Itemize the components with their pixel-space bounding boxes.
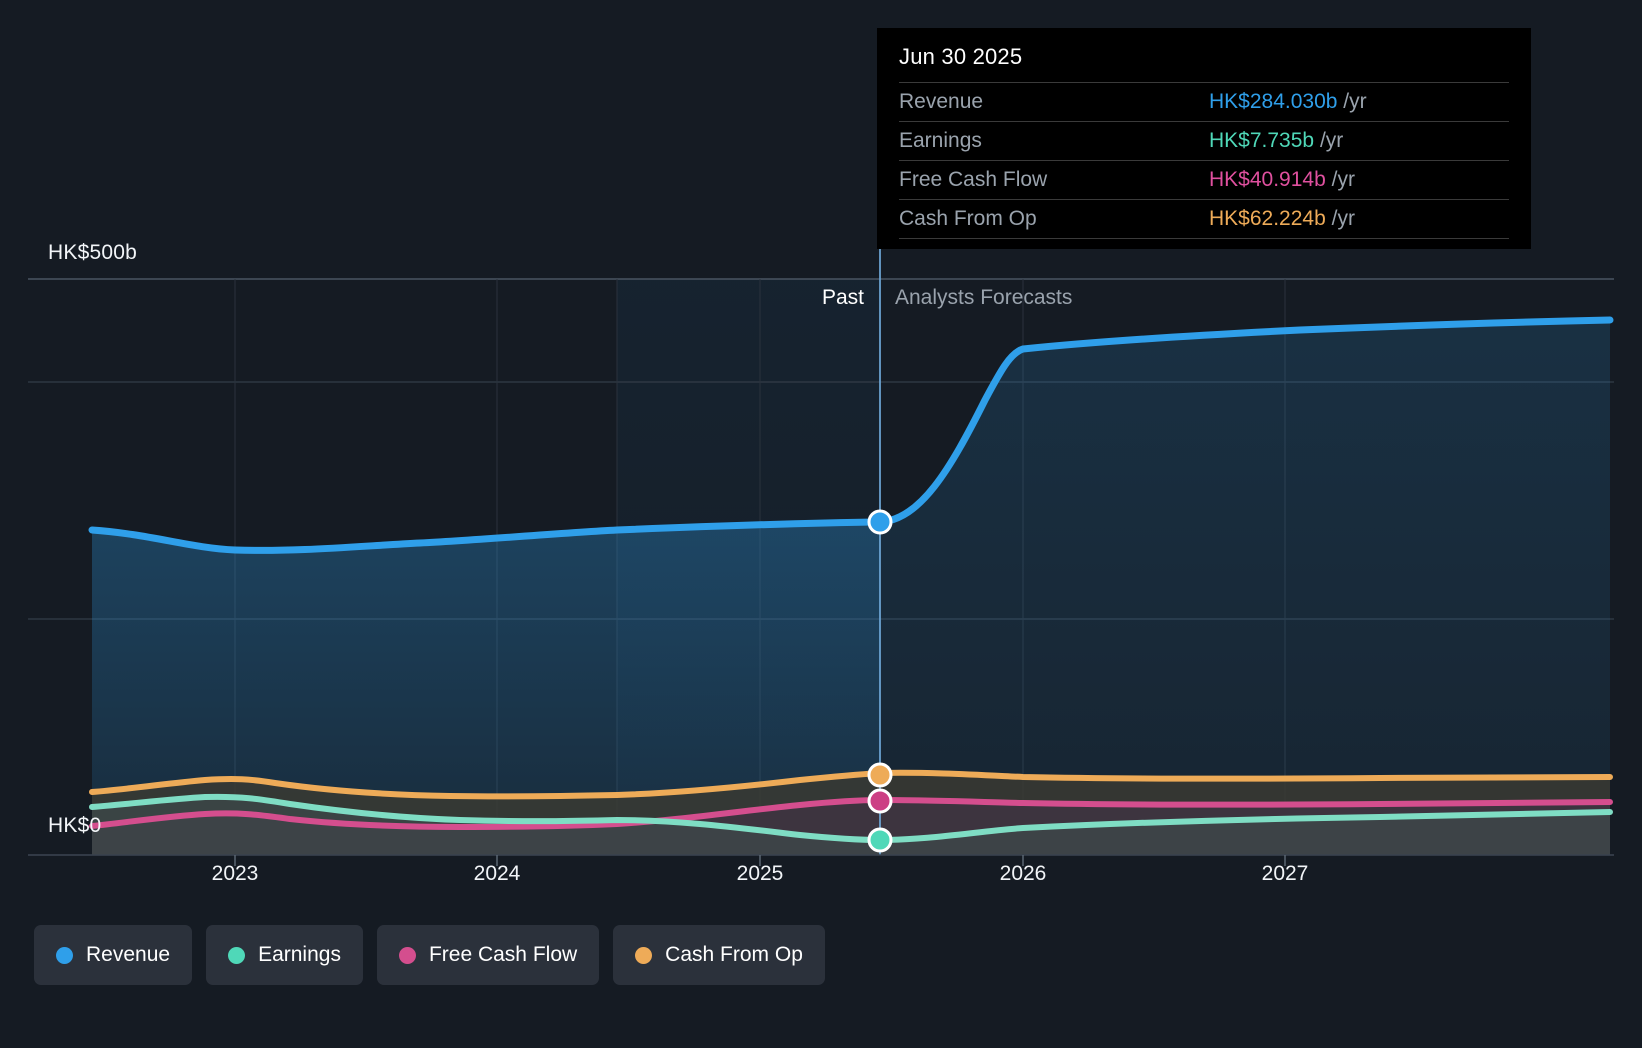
free-cash-flow-color-swatch-icon [398,946,416,964]
tooltip-unit-cash-from-op: /yr [1331,207,1355,230]
tooltip-label-earnings: Earnings [899,129,982,152]
x-axis-label-2025: 2025 [736,862,784,885]
legend-label-revenue: Revenue [86,943,171,966]
chart-legend: Revenue Earnings Free Cash Flow Cash Fro… [34,925,825,985]
legend-label-earnings: Earnings [258,943,341,966]
x-axis-label-2026: 2026 [999,862,1047,885]
past-label: Past [821,286,864,309]
cash-from-op-marker-dot[interactable] [867,762,893,788]
legend-item-earnings[interactable]: Earnings [206,925,363,985]
tooltip-row-revenue: Revenue HK$284.030b /yr [899,82,1509,121]
marker-dots[interactable] [867,509,893,853]
tooltip-unit-earnings: /yr [1319,129,1344,152]
earnings-color-swatch-icon [228,946,246,964]
revenue-color-swatch-icon [56,946,73,964]
tooltip-label-revenue: Revenue [899,90,984,113]
cash-from-op-color-swatch-icon [635,946,653,964]
revenue-area-past [92,522,880,855]
tooltip-date: Jun 30 2025 [899,44,1023,69]
tooltip-unit-free-cash-flow: /yr [1331,168,1355,191]
tooltip-value-free-cash-flow: HK$40.914b [1209,168,1326,191]
free-cash-flow-marker-dot[interactable] [867,788,893,814]
tooltip-row-cash-from-op: Cash From Op HK$62.224b /yr [899,199,1509,239]
legend-item-free-cash-flow[interactable]: Free Cash Flow [376,925,600,985]
tooltip-value-revenue: HK$284.030b [1209,90,1338,113]
legend-item-cash-from-op[interactable]: Cash From Op [613,925,825,985]
revenue-marker-dot[interactable] [867,509,893,535]
chart-canvas [28,230,1614,866]
chart-tooltip: Jun 30 2025 Revenue HK$284.030b /yr Earn… [877,28,1531,249]
tooltip-unit-revenue: /yr [1343,90,1367,113]
legend-label-cash-from-op: Cash From Op [665,943,803,966]
x-axis-label-2027: 2027 [1261,862,1309,885]
tooltip-value-cash-from-op: HK$62.224b [1209,207,1326,230]
revenue-area-forecast [880,320,1610,855]
tooltip-label-free-cash-flow: Free Cash Flow [899,168,1048,191]
x-axis-label-2023: 2023 [211,862,259,885]
tooltip-row-free-cash-flow: Free Cash Flow HK$40.914b /yr [899,160,1509,199]
y-axis-zero-label: HK$0 [48,814,102,837]
earnings-area [92,796,1610,855]
earnings-marker-dot[interactable] [867,827,893,853]
x-axis-label-2024: 2024 [473,862,521,885]
analysts-forecasts-label: Analysts Forecasts [895,286,1073,309]
tooltip-label-cash-from-op: Cash From Op [899,207,1037,230]
legend-label-free-cash-flow: Free Cash Flow [428,943,578,966]
tooltip-value-earnings: HK$7.735b [1209,129,1315,152]
legend-item-revenue[interactable]: Revenue [34,925,193,985]
earnings-line [89,793,1613,844]
x-axis [28,854,1614,866]
y-axis-top-label: HK$500b [48,241,137,264]
chart-plot-area[interactable]: HK$500b HK$0 2023 2024 2025 2026 2027 Pa… [0,0,1642,900]
tooltip-row-earnings: Earnings HK$7.735b /yr [899,121,1509,160]
cash-from-op-line [89,769,1613,800]
free-cash-flow-line [89,796,1613,831]
